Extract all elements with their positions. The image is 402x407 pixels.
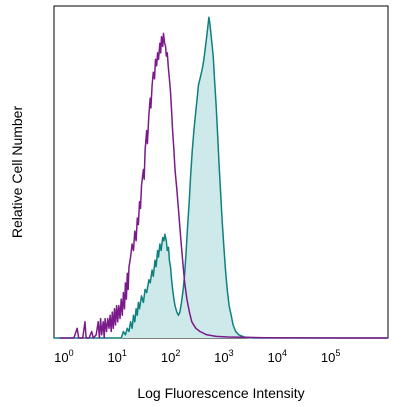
y-axis-title: Relative Cell Number [9,106,25,239]
x-tick-label-3: 103 [214,348,233,365]
x-tick-label-1: 101 [107,348,126,365]
series-1-fill [54,17,388,338]
x-tick-label-4: 104 [268,348,287,365]
series-1-line [54,16,388,339]
x-tick-label-5: 105 [321,348,340,365]
series-0-line [59,32,388,339]
series-layer [54,16,388,339]
x-tick-label-2: 102 [161,348,180,365]
x-axis-ticks: 100 101 102 103 104 105 [54,348,340,365]
x-axis-title: Log Fluorescence Intensity [137,385,304,401]
x-tick-label-0: 100 [54,348,73,365]
